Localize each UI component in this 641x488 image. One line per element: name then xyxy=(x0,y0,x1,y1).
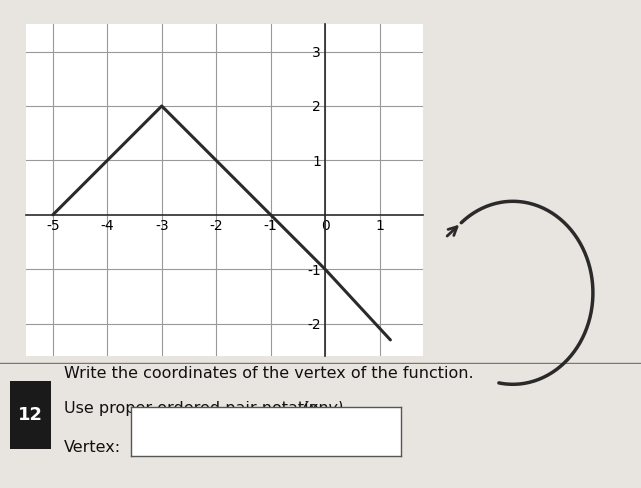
Text: Write the coordinates of the vertex of the function.: Write the coordinates of the vertex of t… xyxy=(64,366,474,381)
Text: (x, y).: (x, y). xyxy=(302,401,349,416)
Text: Vertex:: Vertex: xyxy=(64,440,121,455)
Text: 12: 12 xyxy=(18,406,43,424)
Text: Use proper ordered pair notation: Use proper ordered pair notation xyxy=(64,401,334,416)
